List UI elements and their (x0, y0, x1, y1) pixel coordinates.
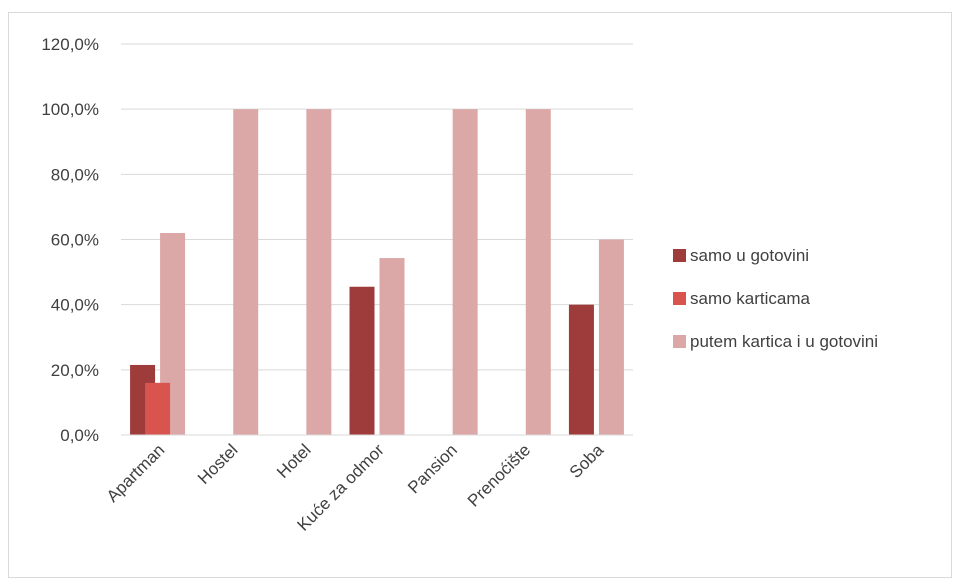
bar-putem-kartica-i-u-gotovini-3 (379, 258, 405, 435)
gridlines (121, 43, 633, 371)
legend-swatch (673, 249, 686, 262)
legend-swatch (673, 335, 686, 348)
x-tick-label: Soba (566, 440, 608, 482)
chart-frame: 0,0% 20,0% 40,0% 60,0% 80,0% 100,0% 120,0% Apa… (8, 12, 952, 578)
y-tick-label: 120,0% (41, 35, 99, 54)
x-tick-label: Prenoćište (464, 440, 534, 510)
legend-swatch (673, 292, 686, 305)
bar-putem-kartica-i-u-gotovini-6 (598, 239, 624, 435)
y-tick-label: 20,0% (51, 361, 99, 380)
legend-label: samo karticama (690, 289, 811, 308)
bar-chart: 0,0% 20,0% 40,0% 60,0% 80,0% 100,0% 120,0% Apa… (41, 35, 878, 535)
bar-putem-kartica-i-u-gotovini-1 (233, 109, 259, 436)
y-tick-label: 100,0% (41, 100, 99, 119)
legend-label: samo u gotovini (690, 246, 809, 265)
x-tick-label: Hotel (273, 440, 314, 481)
legend: samo u gotovini samo karticama putem karti… (673, 246, 878, 351)
y-tick-label: 60,0% (51, 231, 99, 250)
legend-label: putem kartica i u gotovini (690, 332, 878, 351)
bar-samo-karticama-0 (145, 382, 171, 435)
bar-putem-kartica-i-u-gotovini-2 (306, 109, 332, 436)
y-axis-ticks: 0,0% 20,0% 40,0% 60,0% 80,0% 100,0% 120,0% (41, 35, 99, 445)
x-tick-label: Apartman (103, 440, 169, 506)
bar-samo-u-gotovini-3 (349, 286, 375, 435)
bar-putem-kartica-i-u-gotovini-5 (525, 109, 551, 436)
y-tick-label: 40,0% (51, 296, 99, 315)
x-tick-label: Pansion (404, 440, 461, 497)
x-tick-label: Hostel (194, 440, 242, 488)
bars (130, 109, 624, 436)
y-tick-label: 0,0% (60, 426, 99, 445)
bar-samo-u-gotovini-6 (568, 304, 594, 435)
bar-putem-kartica-i-u-gotovini-4 (452, 109, 478, 436)
y-tick-label: 80,0% (51, 165, 99, 184)
